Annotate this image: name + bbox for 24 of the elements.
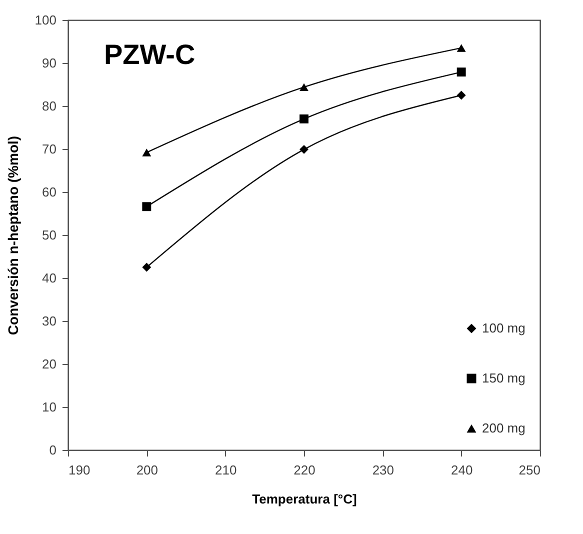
y-tick-label: 60 xyxy=(42,184,56,200)
legend-label: 100 mg xyxy=(482,320,526,336)
y-tick-label: 70 xyxy=(42,142,56,156)
legend-label: 150 mg xyxy=(482,370,526,386)
x-tick-label: 220 xyxy=(294,462,316,478)
legend-label: 200 mg xyxy=(482,420,526,436)
y-axis-title: Conversión n-heptano (%mol) xyxy=(4,136,21,336)
y-tick-label: 40 xyxy=(42,270,56,286)
y-tick-label: 20 xyxy=(42,356,56,372)
y-tick-label: 80 xyxy=(42,98,56,114)
y-tick-label: 90 xyxy=(42,56,56,70)
x-tick-label: 240 xyxy=(450,462,473,478)
x-tick-label: 200 xyxy=(136,462,158,478)
y-tick-label: 10 xyxy=(42,400,56,414)
x-tick-label: 190 xyxy=(68,462,90,478)
x-axis-title: Temperatura [°C] xyxy=(252,492,357,506)
x-tick-label: 230 xyxy=(372,462,394,478)
y-tick-label: 50 xyxy=(42,228,56,242)
y-tick-label: 30 xyxy=(42,314,56,328)
x-tick-label: 210 xyxy=(214,462,237,478)
annotation: PZW-C xyxy=(104,39,196,70)
y-tick-label: 0 xyxy=(49,442,56,458)
x-tick-label: 250 xyxy=(518,462,540,478)
y-tick-label: 100 xyxy=(34,12,56,28)
